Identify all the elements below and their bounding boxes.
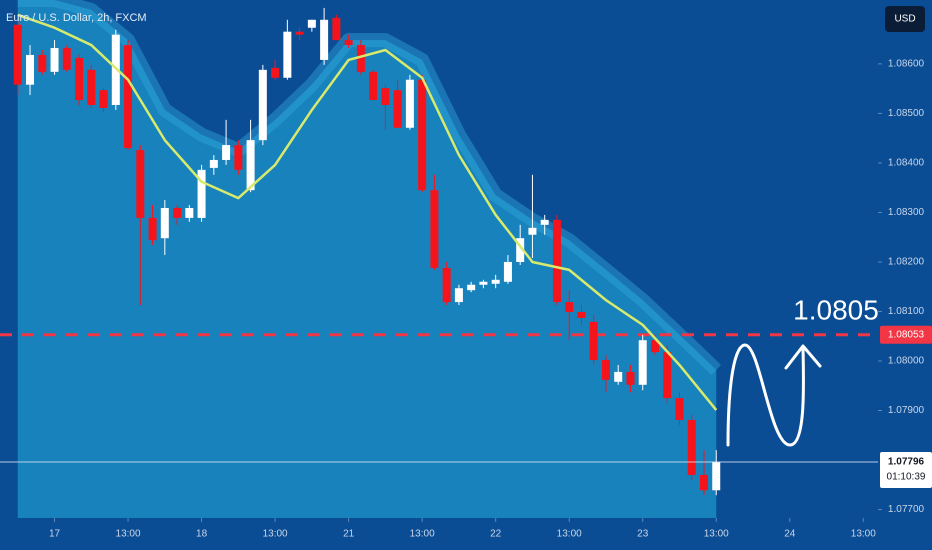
candle-body [62,48,71,70]
candle-body [369,71,378,101]
x-tick-label: 13:00 [410,529,435,540]
y-tick-label: 1.08600 [888,59,925,70]
candle-body [650,340,659,353]
y-tick-label: 1.08000 [888,356,925,367]
candle-body [75,57,84,101]
x-tick-label: 22 [490,529,502,540]
candle-body [589,321,598,361]
candle-body [418,79,427,191]
candle-body [540,219,549,225]
arrow-drawing [726,343,822,447]
y-tick-label: 1.08300 [888,207,925,218]
y-tick-label: 1.07700 [888,504,925,515]
countdown-label: 01:10:39 [887,472,926,483]
candle-body [246,140,255,191]
x-tick-label: 13:00 [263,529,288,540]
candle-body [614,371,623,382]
x-tick-label: 17 [49,529,61,540]
candle-body [442,267,451,303]
candle-body [124,45,133,149]
currency-label: USD [894,14,915,25]
x-tick-label: 18 [196,529,208,540]
candle-body [381,88,390,105]
x-tick-label: 13:00 [116,529,141,540]
x-tick-label: 13:00 [851,529,876,540]
last-price-label: 1.07796 [888,457,925,468]
y-tick-label: 1.08100 [888,306,925,317]
candle-body [467,284,476,291]
chart-title: Euro / U.S. Dollar, 2h, FXCM [6,12,147,24]
candle-body [626,371,635,385]
main-layer [0,7,878,496]
candle-body [552,219,561,303]
y-tick-label: 1.08400 [888,158,925,169]
candle-body [160,207,169,239]
candle-body [712,462,721,491]
candle-body [454,288,463,303]
candle-body [405,79,414,128]
candle-body [503,261,512,282]
candle-body [38,54,47,72]
candle-body [50,48,59,72]
x-tick-label: 23 [637,529,649,540]
y-tick-label: 1.08500 [888,108,925,119]
candle-body [99,90,108,108]
area-layer [17,0,722,518]
candle-body [528,227,537,235]
candle-body [234,145,243,170]
candle-body [136,150,145,218]
candle-body [209,159,218,168]
currency-button[interactable] [885,6,925,32]
candle-body [13,24,22,85]
band-edge [17,0,722,375]
candle-body [601,360,610,380]
candle-body [222,145,231,160]
candle-body [479,281,488,285]
x-tick-label: 13:00 [704,529,729,540]
candle-body [687,419,696,475]
candle-body [283,31,292,78]
candle-body [565,302,574,312]
candle-body [173,207,182,218]
candle-body [491,279,500,284]
candle-body [295,31,304,35]
candle-body [87,69,96,105]
candle-body [332,17,341,41]
last-price-box [880,452,932,489]
candle-body [516,238,525,262]
candle-body [344,40,353,46]
level-label: 1.08053 [888,329,925,340]
annotation: 1.0805 [793,294,879,325]
moving-average [17,13,718,411]
candle-body [307,19,316,28]
y-tick-label: 1.08200 [888,257,925,268]
candle-body [185,207,194,218]
candle-body [699,474,708,491]
candle-body [356,45,365,72]
candle-body [148,217,157,241]
x-tick-label: 21 [343,529,355,540]
candle-body [393,90,402,128]
candle-body [258,69,267,141]
y-tick-label: 1.07900 [888,405,925,416]
level-label-box [880,325,932,344]
candle-body [577,311,586,318]
candle-body [197,169,206,218]
candle-body [271,67,280,78]
candle-body [430,190,439,268]
candle-body [663,352,672,399]
band-area [17,0,717,518]
candle-body [26,54,35,85]
candle-body [638,340,647,385]
x-tick-label: 13:00 [557,529,582,540]
x-tick-label: 24 [784,529,796,540]
candle-body [320,19,329,60]
candle-body [675,398,684,420]
